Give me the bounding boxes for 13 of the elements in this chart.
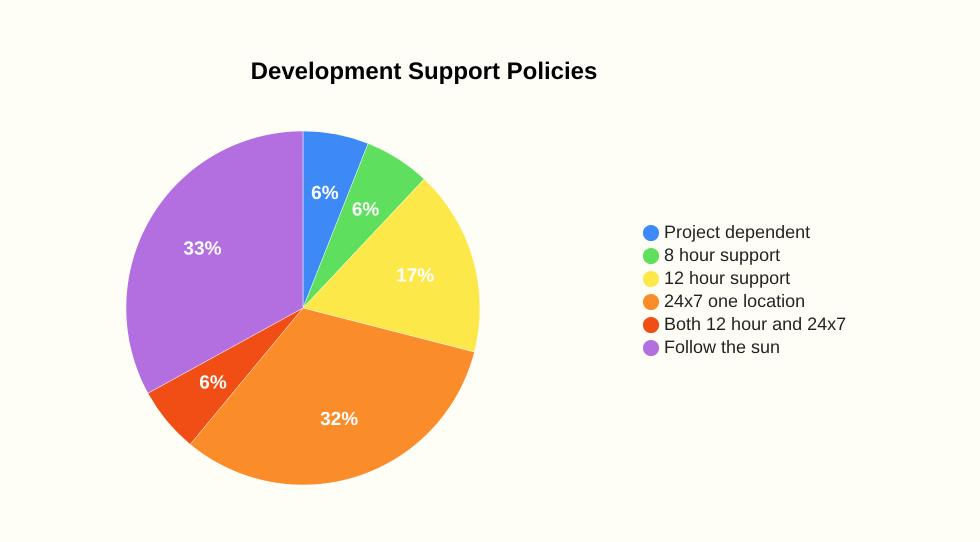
data-label: 33% <box>183 238 222 260</box>
legend-label: 12 hour support <box>664 268 790 288</box>
data-label: 6% <box>352 199 380 220</box>
legend-label: Follow the sun <box>664 337 780 357</box>
legend-label: Both 12 hour and 24x7 <box>664 314 846 334</box>
data-label: 6% <box>199 372 227 394</box>
legend-label: 24x7 one location <box>664 291 806 311</box>
data-label: 17% <box>396 265 434 286</box>
legend-label: Project dependent <box>664 222 810 242</box>
chart-title: Development Support Policies <box>250 58 598 85</box>
data-label: 6% <box>311 183 339 204</box>
legend-label: 8 hour support <box>664 245 780 265</box>
data-label: 32% <box>320 409 358 430</box>
